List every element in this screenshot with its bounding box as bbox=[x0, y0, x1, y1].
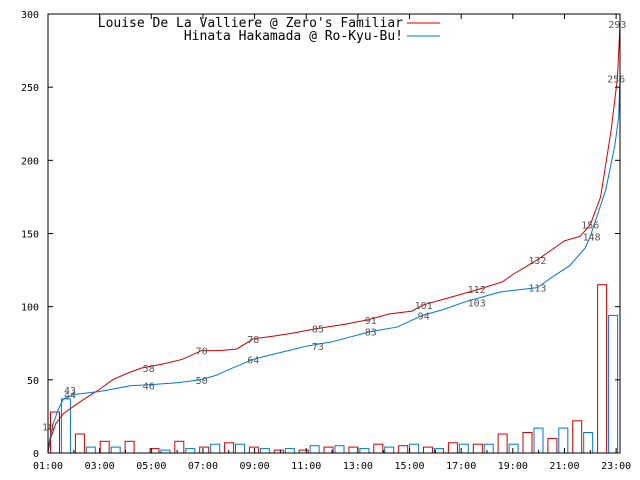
x-tick-label: 21:00 bbox=[549, 461, 579, 472]
data-label: 73 bbox=[312, 342, 324, 353]
x-tick-label: 13:00 bbox=[343, 461, 373, 472]
data-label: 112 bbox=[468, 285, 486, 296]
data-label: 78 bbox=[247, 335, 259, 346]
data-label: 256 bbox=[607, 74, 625, 85]
data-label: 64 bbox=[247, 355, 259, 366]
data-label: 94 bbox=[418, 311, 430, 322]
data-label: 46 bbox=[143, 382, 155, 393]
x-tick-label: 01:00 bbox=[33, 461, 63, 472]
data-label: 148 bbox=[583, 232, 601, 243]
data-label: 91 bbox=[365, 316, 377, 327]
x-tick-label: 23:00 bbox=[601, 461, 631, 472]
data-label: 43 bbox=[64, 386, 76, 397]
legend-label-louise: Louise De La Valliere @ Zero's Familiar bbox=[98, 16, 403, 31]
data-label: 132 bbox=[528, 256, 546, 267]
y-tick-label: 50 bbox=[27, 376, 39, 387]
x-tick-label: 07:00 bbox=[188, 461, 218, 472]
data-label: 58 bbox=[143, 364, 155, 375]
x-tick-label: 09:00 bbox=[240, 461, 270, 472]
y-tick-label: 300 bbox=[21, 10, 39, 21]
y-tick-label: 100 bbox=[21, 303, 39, 314]
data-label: 293 bbox=[608, 20, 626, 31]
x-tick-label: 15:00 bbox=[394, 461, 424, 472]
x-tick-label: 03:00 bbox=[85, 461, 115, 472]
legend-label-hinata: Hinata Hakamada @ Ro-Kyu-Bu! bbox=[184, 29, 403, 44]
x-tick-label: 17:00 bbox=[446, 461, 476, 472]
data-label: 101 bbox=[415, 301, 433, 312]
x-tick-label: 19:00 bbox=[498, 461, 528, 472]
y-tick-label: 150 bbox=[21, 230, 39, 241]
series-line-louise bbox=[47, 24, 621, 454]
data-label: 70 bbox=[196, 347, 208, 358]
data-label: 113 bbox=[528, 284, 546, 295]
legend: Louise De La Valliere @ Zero's Familiar … bbox=[98, 16, 440, 44]
axis-ticks-layer: 0 50 100 150 200 250 300 01:00 03:00 05:00 07:00 09… bbox=[21, 10, 631, 472]
data-label: 50 bbox=[196, 376, 208, 387]
data-label: 156 bbox=[581, 221, 599, 232]
data-label: 103 bbox=[468, 298, 486, 309]
cumulative-lines-layer bbox=[47, 24, 621, 454]
series-line-hinata bbox=[47, 78, 621, 454]
y-tick-label: 250 bbox=[21, 83, 39, 94]
data-label: 83 bbox=[365, 328, 377, 339]
y-tick-label: 200 bbox=[21, 156, 39, 167]
data-label: 44 bbox=[64, 391, 76, 402]
x-tick-label: 05:00 bbox=[136, 461, 166, 472]
y-tick-label: 0 bbox=[33, 449, 39, 460]
data-label: 85 bbox=[312, 325, 324, 336]
x-tick-label: 11:00 bbox=[291, 461, 321, 472]
